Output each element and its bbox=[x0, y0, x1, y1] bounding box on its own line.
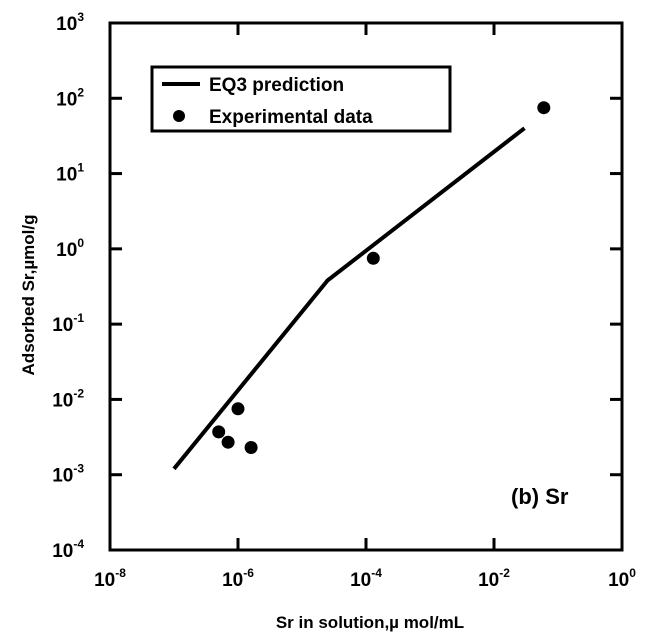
y-tick-label: 10-4 bbox=[52, 537, 84, 562]
x-axis-title: Sr in solution,µ mol/mL bbox=[276, 613, 464, 632]
legend: EQ3 prediction Experimental data bbox=[150, 65, 452, 133]
series-layer bbox=[172, 101, 551, 471]
legend-box bbox=[150, 65, 452, 133]
x-tick-label: 10-4 bbox=[350, 566, 382, 591]
y-tick-label: 101 bbox=[56, 161, 84, 186]
experimental-data-point bbox=[537, 101, 551, 115]
experimental-data-point bbox=[366, 251, 380, 265]
experimental-data-point bbox=[221, 435, 235, 449]
x-tick-labels: 10-8 10-6 10-4 10-2 100 bbox=[94, 566, 636, 591]
y-tick-labels: 10-4 10-3 10-2 10-1 100 101 102 103 bbox=[52, 10, 84, 562]
eq3-prediction-line bbox=[172, 126, 526, 471]
y-tick-label: 10-2 bbox=[52, 386, 84, 411]
tick-marks bbox=[108, 21, 624, 552]
y-tick-label: 103 bbox=[56, 10, 84, 35]
y-axis-title: Adsorbed Sr,µmol/g bbox=[19, 215, 38, 376]
y-tick-label: 102 bbox=[56, 85, 84, 110]
y-tick-label: 100 bbox=[56, 236, 84, 261]
x-tick-label: 10-6 bbox=[222, 566, 254, 591]
x-tick-label: 10-2 bbox=[478, 566, 510, 591]
experimental-data-point bbox=[212, 425, 226, 439]
legend-label-experimental-data: Experimental data bbox=[209, 107, 373, 128]
experimental-data-point bbox=[231, 402, 245, 416]
experimental-data-point bbox=[244, 441, 258, 454]
panel-annotation: (b) Sr bbox=[511, 484, 569, 509]
y-tick-label: 10-1 bbox=[52, 311, 84, 336]
y-tick-label: 10-3 bbox=[52, 462, 84, 487]
x-tick-label: 10-8 bbox=[94, 566, 126, 591]
legend-label-eq3-prediction: EQ3 prediction bbox=[209, 75, 344, 96]
x-tick-label: 100 bbox=[608, 566, 636, 591]
legend-dot-marker bbox=[173, 110, 185, 122]
